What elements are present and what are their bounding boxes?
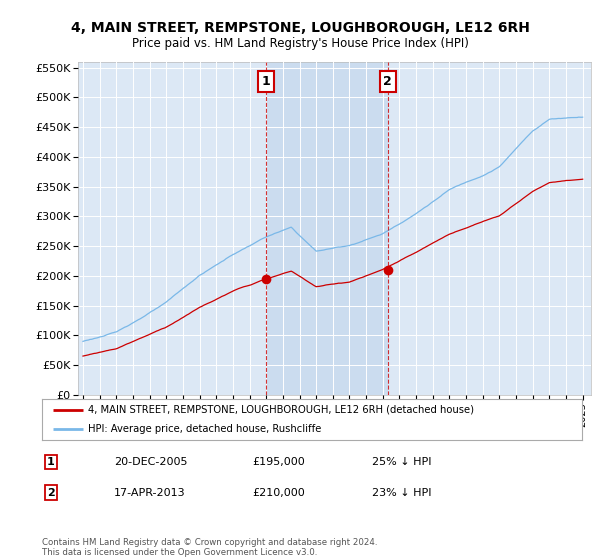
Text: 1: 1 [47, 457, 55, 467]
Text: 25% ↓ HPI: 25% ↓ HPI [372, 457, 431, 467]
Text: £195,000: £195,000 [252, 457, 305, 467]
Text: 4, MAIN STREET, REMPSTONE, LOUGHBOROUGH, LE12 6RH: 4, MAIN STREET, REMPSTONE, LOUGHBOROUGH,… [71, 21, 529, 35]
Text: 20-DEC-2005: 20-DEC-2005 [114, 457, 187, 467]
Bar [266, 62, 388, 395]
Text: 2: 2 [383, 75, 392, 88]
Text: Price paid vs. HM Land Registry's House Price Index (HPI): Price paid vs. HM Land Registry's House … [131, 37, 469, 50]
Text: 1: 1 [262, 75, 271, 88]
Text: 4, MAIN STREET, REMPSTONE, LOUGHBOROUGH, LE12 6RH (detached house): 4, MAIN STREET, REMPSTONE, LOUGHBOROUGH,… [88, 405, 474, 415]
Text: Contains HM Land Registry data © Crown copyright and database right 2024.
This d: Contains HM Land Registry data © Crown c… [42, 538, 377, 557]
Text: 17-APR-2013: 17-APR-2013 [114, 488, 185, 498]
Text: 23% ↓ HPI: 23% ↓ HPI [372, 488, 431, 498]
Text: HPI: Average price, detached house, Rushcliffe: HPI: Average price, detached house, Rush… [88, 424, 321, 434]
Text: 2: 2 [47, 488, 55, 498]
Text: £210,000: £210,000 [252, 488, 305, 498]
